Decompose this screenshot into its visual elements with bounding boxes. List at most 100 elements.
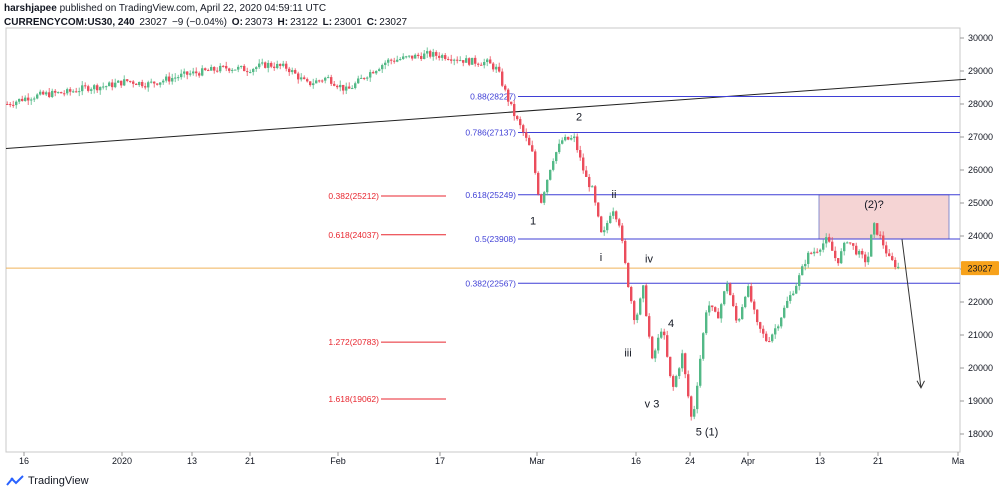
candle-body xyxy=(582,157,585,171)
candle-body xyxy=(672,376,675,387)
candle-body xyxy=(381,65,384,70)
candle-body xyxy=(393,60,396,62)
candle-body xyxy=(861,251,864,255)
candle-body xyxy=(213,67,216,71)
candle-body xyxy=(36,94,39,99)
candle-body xyxy=(651,336,654,359)
candle-body xyxy=(645,285,648,317)
candle-body xyxy=(483,62,486,66)
candle-body xyxy=(702,333,705,359)
ext-level-label: 0.618(24037) xyxy=(328,230,379,240)
y-tick-label: 30000 xyxy=(968,33,993,43)
candle-body xyxy=(810,252,813,254)
candle-body xyxy=(792,293,795,296)
candle-body xyxy=(870,234,873,257)
high-value: 23122 xyxy=(290,17,318,28)
y-tick-label: 29000 xyxy=(968,66,993,76)
candle-body xyxy=(6,104,9,105)
wave-label: v 3 xyxy=(645,399,660,411)
candle-body xyxy=(207,70,210,72)
candle-body xyxy=(201,68,204,76)
candle-body xyxy=(639,298,642,315)
candle-body xyxy=(840,251,843,264)
wave-label: iii xyxy=(624,347,631,359)
candle-body xyxy=(723,291,726,305)
candle-body xyxy=(741,307,744,320)
candle-body xyxy=(267,62,270,68)
candle-body xyxy=(255,67,258,69)
candle-body xyxy=(714,307,717,312)
candle-body xyxy=(168,76,171,82)
candle-body xyxy=(102,86,105,88)
candle-body xyxy=(333,83,336,86)
candle-body xyxy=(816,251,819,253)
candle-body xyxy=(246,71,249,73)
author-name[interactable]: harshjapee xyxy=(4,3,57,14)
candle-body xyxy=(621,225,624,241)
candle-body xyxy=(660,331,663,338)
candle-body xyxy=(231,69,234,71)
last-price-tag-label: 23027 xyxy=(967,264,992,274)
candle-body xyxy=(501,71,504,86)
candle-body xyxy=(594,186,597,203)
wave-label: (2)? xyxy=(864,199,884,211)
candle-body xyxy=(465,58,468,63)
y-tick-label: 25000 xyxy=(968,198,993,208)
open-label: O: xyxy=(231,17,243,28)
candle-body xyxy=(705,312,708,334)
wave-label: ii xyxy=(612,189,617,201)
candle-body xyxy=(498,66,501,72)
candle-body xyxy=(285,63,288,69)
candle-body xyxy=(879,234,882,236)
wave-label: 2 xyxy=(576,112,582,124)
candle-body xyxy=(567,136,570,140)
candle-body xyxy=(456,59,459,61)
wave-label: 5 (1) xyxy=(696,427,719,439)
candle-body xyxy=(24,97,27,101)
high-label: H: xyxy=(277,17,289,28)
close-value: 23027 xyxy=(379,17,408,28)
candle-body xyxy=(846,242,849,244)
candle-body xyxy=(447,58,450,60)
candle-body xyxy=(18,98,21,102)
candle-body xyxy=(318,80,321,82)
candle-body xyxy=(414,54,417,59)
candle-body xyxy=(552,161,555,170)
x-tick-label: 2020 xyxy=(112,456,132,466)
candle-body xyxy=(546,179,549,193)
candle-body xyxy=(822,243,825,250)
price-chart[interactable]: 1800019000200002100022000230002400025000… xyxy=(0,0,1000,470)
brand-name[interactable]: TradingView xyxy=(28,475,89,487)
candle-body xyxy=(729,283,732,296)
candle-body xyxy=(87,86,90,91)
candle-body xyxy=(369,72,372,78)
x-tick-label: 21 xyxy=(245,456,255,466)
candle-body xyxy=(336,85,339,88)
candle-body xyxy=(57,92,60,94)
candle-body xyxy=(603,230,606,233)
candle-body xyxy=(891,256,894,261)
candle-body xyxy=(129,80,132,82)
candle-body xyxy=(690,396,693,417)
candle-body xyxy=(480,64,483,66)
trendline xyxy=(5,78,967,150)
x-tick-label: Mar xyxy=(529,456,545,466)
candle-body xyxy=(162,80,165,83)
candle-body xyxy=(183,71,186,74)
fib-level-label: 0.88(28227) xyxy=(470,92,516,102)
wave-label: 1 xyxy=(530,215,536,227)
candle-body xyxy=(219,65,222,72)
candle-body xyxy=(39,91,42,95)
candle-body xyxy=(699,358,702,386)
candle-body xyxy=(669,356,672,377)
candle-body xyxy=(75,91,78,93)
candle-body xyxy=(750,286,753,302)
candle-body xyxy=(48,92,51,97)
candle-body xyxy=(588,176,591,188)
candle-body xyxy=(663,331,666,336)
candle-body xyxy=(591,186,594,188)
candle-body xyxy=(240,65,243,67)
candle-body xyxy=(474,57,477,64)
candle-body xyxy=(573,136,576,139)
candle-body xyxy=(720,304,723,319)
